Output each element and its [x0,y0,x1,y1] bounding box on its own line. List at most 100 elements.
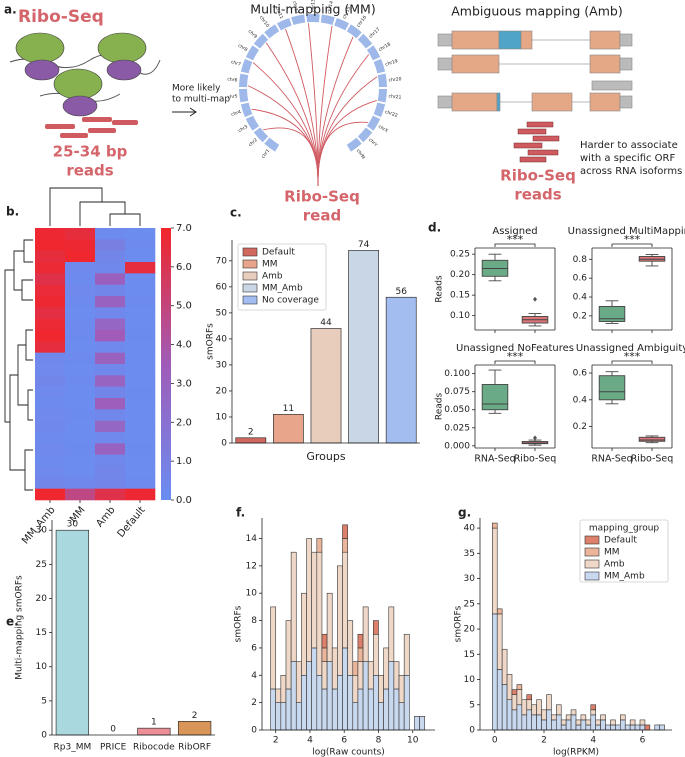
mm-read: Ribo-Seq [284,188,360,206]
heatmap-cell [125,296,156,308]
x-tick-label: 6 [341,736,347,746]
y-tick-label: 0.000 [444,441,470,451]
amb-reads-label: Ribo-Seq [500,167,576,185]
ribo-title: Ribo-Seq [18,7,104,27]
histogram-bar [526,699,532,711]
x-tick-label: RNA-Seq [474,454,515,465]
histogram-bar [615,724,621,731]
value-label: 74 [358,240,370,250]
chromosome-label: chr6 [227,77,238,84]
histogram-bar [398,702,405,731]
histogram-bar [492,613,498,731]
heatmap-cell [65,284,96,297]
heatmap-cell [95,466,126,478]
histogram-bar [629,719,636,726]
y-tick-label: 2 [251,698,257,708]
histogram-bar [342,647,348,731]
histogram-bar [275,702,282,731]
value-label: 44 [320,318,332,328]
histogram-bar [393,661,400,690]
histogram-bar [362,661,369,731]
heatmap-cell [35,296,66,308]
y-tick-label: 25 [36,560,47,570]
heatmap-cell [35,477,66,489]
chromosome-segment [346,24,362,39]
histogram-bar [595,719,601,726]
histogram-bar [575,724,582,731]
histogram-bar [352,674,359,703]
amb-text: Harder to associate [580,140,678,151]
amb-text: across RNA isoforms [580,166,682,177]
heatmap-cell [95,250,126,263]
histogram-bar [321,633,328,649]
y-tick-label: 14 [246,534,258,544]
y-tick-label: 0.4 [573,293,588,303]
histogram-bar [357,633,364,649]
legend-swatch [584,547,600,557]
outlier [533,296,537,302]
read-length: reads [66,162,113,180]
chromosome-label: chr8 [237,43,249,53]
histogram-bar [414,716,420,731]
heatmap-cell [95,398,126,410]
significance-label: *** [507,350,524,363]
heatmap-cell [65,250,96,263]
outlier [533,435,537,441]
chromosome-label: chr1 [260,148,271,160]
heatmap-cell [95,432,126,444]
bar [310,328,342,444]
circos: chr1chr2chr3chr4chr5chr6chr7chr8chr9chr1… [227,0,402,186]
histogram-bar [610,724,616,731]
histogram-bar [311,647,318,731]
histogram-bar [585,719,592,726]
histogram-bar [624,724,631,731]
y-tick-label: 30 [216,360,228,370]
histogram-bar [501,684,508,731]
colorbar-tick-label: 2.0 [176,417,192,428]
chromosome-label: chr19 [385,58,399,68]
colorbar-tick-label: 3.0 [176,378,192,389]
heatmap-cell [95,284,126,297]
y-tick-label: 15 [464,650,475,660]
box [598,305,626,322]
subplot-title: Unassigned NoFeatures [456,343,574,354]
histogram-bar [590,709,596,716]
colorbar-tick-label: 6.0 [176,262,192,273]
x-tick-label: 4 [307,736,313,746]
legend-swatch [242,259,258,269]
histogram-bar [600,714,606,721]
histogram-bar [270,606,277,690]
heatmap-cell [95,488,126,501]
panel-label: d. [428,221,441,235]
heatmap-cell [125,330,156,342]
chromosome-segment [276,17,292,31]
heatmap-cell [95,296,126,308]
x-tick-label: 2 [541,736,547,746]
chromosome-segment [357,33,373,49]
chromosome-label: chr2 [247,137,259,148]
isoforms [437,30,633,112]
y-tick-label: 15 [36,628,47,638]
heatmap-cell [35,375,66,387]
bar [348,250,379,444]
x-tick-label: Ribo-Seq [631,454,674,465]
histogram-bar [556,714,562,731]
heatmap-cell [125,273,156,285]
y-tick-label: 10 [464,675,476,685]
box [638,436,666,442]
bar [235,437,267,444]
arrow-text: to multi-map [172,95,230,105]
histogram-bar [321,647,328,662]
colorbar-tick-label: 5.0 [176,301,192,312]
legend-swatch [584,535,600,545]
histogram-bar [306,661,312,731]
histogram-bar [639,719,646,726]
y-tick-label: 35 [464,549,475,559]
histogram-bar [565,719,572,731]
histogram-bar [501,648,508,685]
histogram-bar [516,684,523,690]
chromosome-label: chr18 [378,41,392,53]
arrow [172,107,197,117]
heatmap-cell [65,375,96,387]
heatmap-cell [125,454,156,467]
